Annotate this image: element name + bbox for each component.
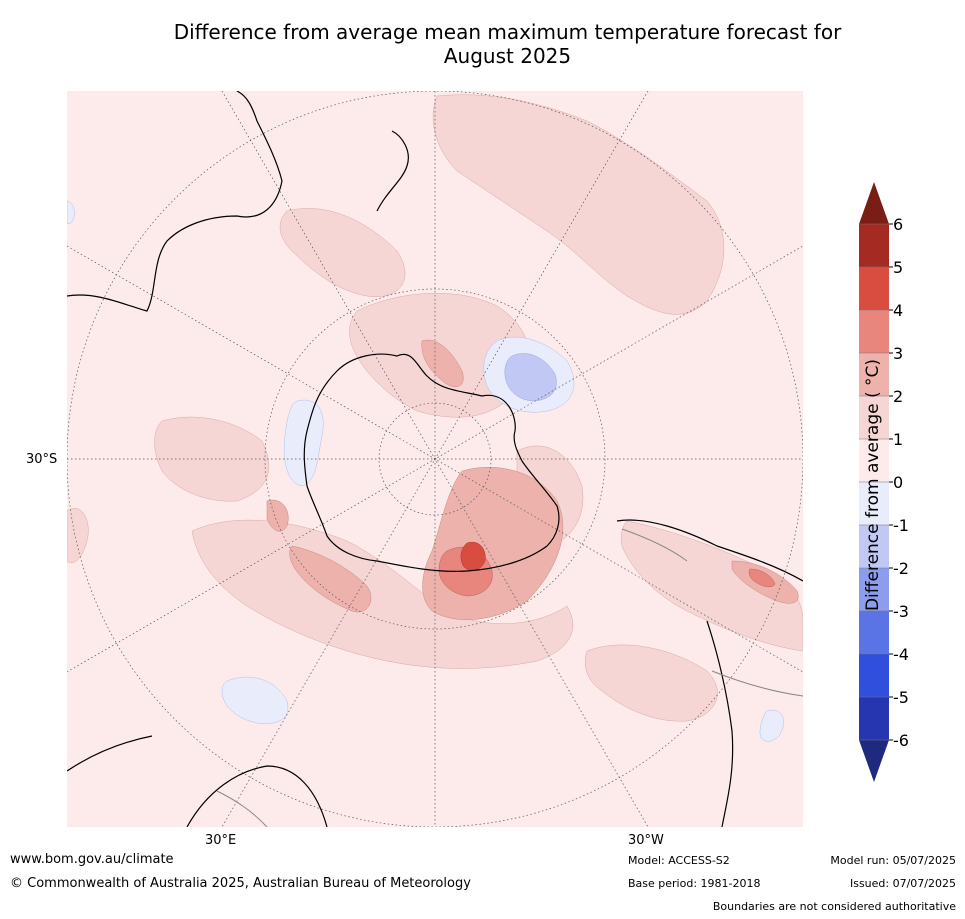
colorbar-tick-label: -5 bbox=[893, 688, 909, 707]
colorbar-tick-label: 2 bbox=[893, 387, 903, 406]
south-america-coast bbox=[616, 519, 803, 582]
footer-website[interactable]: www.bom.gov.au/climate bbox=[10, 852, 174, 867]
footer-model-run: Model run: 05/07/2025 bbox=[830, 854, 956, 867]
colorbar-tick-label: 4 bbox=[893, 301, 903, 320]
colorbar-tick-label: 6 bbox=[893, 215, 903, 234]
colorbar-tick-label: 0 bbox=[893, 473, 903, 492]
title-line-2: August 2025 bbox=[443, 44, 572, 68]
map-svg bbox=[67, 91, 803, 827]
colorbar-tick-label: -3 bbox=[893, 602, 909, 621]
boundary-asia bbox=[216, 790, 268, 827]
colorbar-segment bbox=[859, 697, 889, 740]
colorbar-segment bbox=[859, 525, 889, 568]
footer-disclaimer: Boundaries are not considered authoritat… bbox=[712, 900, 956, 913]
colorbar-tick-label: -6 bbox=[893, 731, 909, 750]
longitude-label-30e: 30°E bbox=[205, 833, 237, 848]
colorbar-extend-max bbox=[859, 182, 889, 224]
colorbar-segment bbox=[859, 396, 889, 439]
colorbar-tick-label: -4 bbox=[893, 645, 909, 664]
colorbar-segment bbox=[859, 439, 889, 482]
south-asia-coast bbox=[67, 735, 328, 827]
graticule bbox=[67, 91, 803, 827]
colorbar-extend-min bbox=[859, 740, 889, 782]
colorbar: 6 5 4 3 2 1 0 -1 -2 -3 -4 -5 -6 bbox=[855, 180, 965, 790]
colorbar-tick-label: -2 bbox=[893, 559, 909, 578]
colorbar-segment bbox=[859, 353, 889, 396]
latitude-label-30s: 30°S bbox=[26, 452, 58, 467]
coastlines bbox=[67, 91, 803, 827]
africa-coast bbox=[706, 620, 734, 827]
footer-copyright: © Commonwealth of Australia 2025, Austra… bbox=[10, 876, 471, 891]
colorbar-segment bbox=[859, 224, 889, 267]
colorbar-tick-label: 1 bbox=[893, 430, 903, 449]
country-boundaries bbox=[216, 528, 803, 827]
map-title: Difference from average mean maximum tem… bbox=[60, 20, 955, 68]
colorbar-tick-label: 5 bbox=[893, 258, 903, 277]
colorbar-title: Difference from average ( °C) bbox=[863, 358, 883, 612]
colorbar-tick-label: -1 bbox=[893, 516, 909, 535]
polar-anomaly-map bbox=[67, 91, 803, 827]
footer-model: Model: ACCESS-S2 bbox=[628, 854, 730, 867]
anomaly-1-2-regions bbox=[67, 94, 803, 722]
colorbar-tick-label: 3 bbox=[893, 344, 903, 363]
colorbar-segment bbox=[859, 568, 889, 611]
colorbar-segment bbox=[859, 611, 889, 654]
colorbar-svg: 6 5 4 3 2 1 0 -1 -2 -3 -4 -5 -6 bbox=[859, 182, 909, 782]
antarctica-coast bbox=[303, 353, 560, 572]
colorbar-segment bbox=[859, 482, 889, 525]
title-line-1: Difference from average mean maximum tem… bbox=[173, 20, 842, 44]
anomaly-4-5-region bbox=[460, 541, 486, 571]
new-zealand-coast bbox=[376, 130, 409, 212]
longitude-label-30w: 30°W bbox=[628, 833, 664, 848]
colorbar-segment bbox=[859, 310, 889, 353]
latitude-circle-60s bbox=[264, 288, 606, 630]
meridian-120 bbox=[67, 245, 803, 673]
colorbar-segment bbox=[859, 267, 889, 310]
footer-base-period: Base period: 1981-2018 bbox=[628, 877, 761, 890]
australia-coast bbox=[67, 91, 283, 312]
boundary-africa bbox=[711, 670, 803, 697]
colorbar-segment bbox=[859, 654, 889, 697]
boundary-south-america bbox=[621, 528, 688, 562]
footer-issued: Issued: 07/07/2025 bbox=[849, 877, 956, 890]
